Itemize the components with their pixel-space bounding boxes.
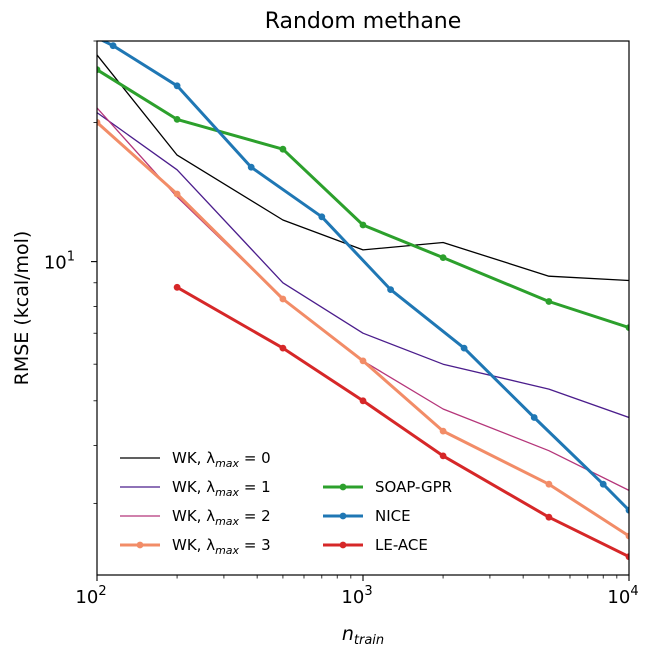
series-3 <box>97 119 629 540</box>
data-point <box>173 283 181 291</box>
data-point <box>359 221 367 229</box>
data-point <box>359 397 367 405</box>
series-4 <box>97 66 629 331</box>
legend-label: WK, λmax = 2 <box>172 507 271 528</box>
legend: WK, λmax = 0 WK, λmax = 1 WK, λmax = 2 WK, … <box>120 449 452 557</box>
series-5 <box>97 41 629 514</box>
legend-label: WK, λmax = 0 <box>172 449 271 470</box>
data-point <box>173 82 181 90</box>
data-point <box>97 66 101 74</box>
legend-marker <box>339 483 347 491</box>
data-point <box>318 213 326 221</box>
legend-marker <box>339 541 347 549</box>
data-point <box>97 41 98 42</box>
series-line <box>97 121 629 538</box>
data-point <box>279 295 287 303</box>
chart-title: Random methane <box>265 9 462 34</box>
legend-entry: NICE <box>323 507 411 525</box>
data-point <box>545 298 553 305</box>
x-tick-label: 103 <box>341 584 372 608</box>
series-6 <box>173 283 629 561</box>
y-tick-label: 101 <box>44 250 75 274</box>
legend-marker <box>136 541 144 549</box>
x-tick-label: 102 <box>75 584 106 608</box>
data-point <box>247 163 255 171</box>
data-point <box>173 190 181 198</box>
data-point <box>279 145 287 153</box>
legend-label: SOAP-GPR <box>375 478 452 496</box>
series-line <box>176 285 629 559</box>
data-point <box>173 116 181 123</box>
data-point <box>439 427 447 435</box>
legend-entry: SOAP-GPR <box>323 478 452 496</box>
data-point <box>530 414 538 421</box>
axis-ticks-group: 102 103 104 101 <box>44 40 639 608</box>
legend-label: LE-ACE <box>375 536 428 554</box>
data-point <box>109 42 117 50</box>
legend-entry: LE-ACE <box>323 536 428 554</box>
data-point <box>545 513 553 521</box>
plot-series-group <box>97 41 629 561</box>
series-line <box>97 112 629 419</box>
series-line <box>100 41 629 512</box>
data-point <box>625 553 629 561</box>
data-point <box>279 344 287 352</box>
data-point <box>387 286 394 293</box>
plot-frame <box>96 40 630 576</box>
legend-entry: WK, λmax = 1 <box>120 478 271 499</box>
data-point <box>599 480 607 488</box>
series-line <box>97 54 629 282</box>
legend-entry: WK, λmax = 3 <box>120 536 271 557</box>
legend-marker <box>339 512 347 520</box>
data-point <box>460 344 468 352</box>
x-axis-label: ntrain <box>342 623 384 646</box>
series-0 <box>97 54 629 282</box>
legend-entry: WK, λmax = 0 <box>120 449 271 470</box>
data-point <box>97 119 101 126</box>
data-point <box>625 532 629 540</box>
data-point <box>545 480 553 488</box>
data-point <box>359 357 367 365</box>
x-axis-label-sub: train <box>354 633 384 646</box>
data-point <box>439 254 447 261</box>
legend-label: WK, λmax = 1 <box>172 478 271 499</box>
data-point <box>625 506 629 514</box>
data-point <box>625 324 629 331</box>
x-tick-label: 104 <box>607 584 638 608</box>
legend-label: NICE <box>375 507 411 525</box>
legend-label: WK, λmax = 3 <box>172 536 271 557</box>
series-1 <box>97 112 629 419</box>
data-point <box>439 452 447 460</box>
y-axis-label: RMSE (kcal/mol) <box>11 231 33 386</box>
legend-entry: WK, λmax = 2 <box>120 507 271 528</box>
